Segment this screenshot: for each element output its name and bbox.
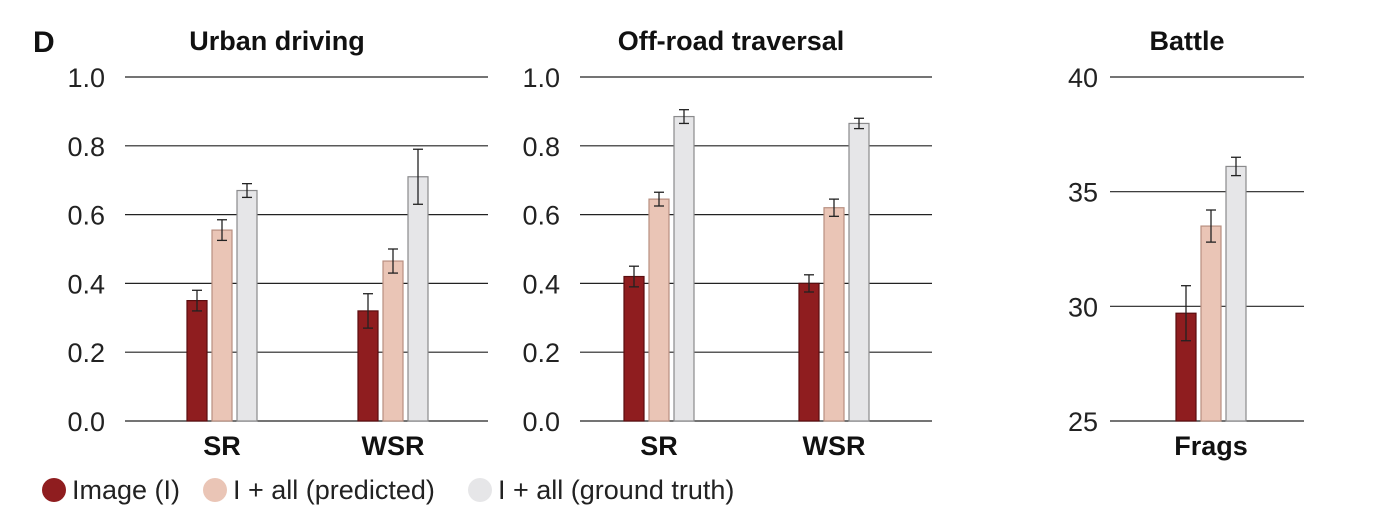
y-tick-label: 0.6 (522, 201, 560, 231)
y-tick-label: 0.0 (67, 407, 105, 437)
chart-title: Urban driving (189, 26, 365, 56)
y-tick-label: 35 (1068, 178, 1098, 208)
panel-label: D (33, 26, 55, 59)
x-category-label: WSR (803, 431, 866, 461)
x-category-label: SR (203, 431, 241, 461)
y-tick-label: 1.0 (67, 63, 105, 93)
legend: Image (I) I + all (predicted) I + all (gro… (42, 475, 734, 505)
y-tick-label: 0.0 (522, 407, 560, 437)
legend-label: I + all (ground truth) (498, 475, 734, 505)
bar-wsr-series-3 (407, 176, 429, 422)
chart-1: Urban driving 0.0 0.2 0.4 0.6 0.8 1.0 SR WSR (67, 26, 488, 461)
y-tick-label: 0.2 (522, 338, 560, 368)
y-tick-label: 0.6 (67, 201, 105, 231)
legend-label: Image (I) (72, 475, 180, 505)
y-tick-label: 25 (1068, 407, 1098, 437)
legend-swatch (203, 478, 227, 502)
bar-frags-series-2 (1200, 225, 1222, 422)
x-category-label: SR (640, 431, 678, 461)
y-tick-label: 0.4 (522, 269, 560, 299)
bar-wsr-series-1 (798, 282, 820, 422)
bar-sr-series-3 (673, 115, 695, 422)
y-tick-label: 0.8 (522, 132, 560, 162)
bar-sr-series-2 (648, 198, 670, 422)
bar-sr-series-2 (211, 229, 233, 422)
x-category-label: Frags (1174, 431, 1248, 461)
bar-wsr-series-2 (823, 207, 845, 422)
bar-sr-series-1 (186, 300, 208, 422)
y-tick-label: 40 (1068, 63, 1098, 93)
chart-2: Off-road traversal 0.0 0.2 0.4 0.6 0.8 1.0 SR WS… (522, 26, 932, 461)
legend-label: I + all (predicted) (233, 475, 435, 505)
bar-wsr-series-3 (848, 122, 870, 422)
y-tick-label: 0.8 (67, 132, 105, 162)
bar-wsr-series-2 (382, 260, 404, 422)
bar-sr-series-3 (236, 189, 258, 422)
legend-swatch (42, 478, 66, 502)
bar-frags-series-3 (1225, 165, 1247, 422)
chart-3: Battle 25 30 35 40 Frags (1068, 26, 1304, 461)
bar-sr-series-1 (623, 275, 645, 422)
y-tick-label: 30 (1068, 292, 1098, 322)
y-tick-label: 0.4 (67, 269, 105, 299)
chart-title: Off-road traversal (618, 26, 845, 56)
chart-title: Battle (1149, 26, 1224, 56)
x-category-label: WSR (362, 431, 425, 461)
legend-swatch (468, 478, 492, 502)
y-tick-label: 1.0 (522, 63, 560, 93)
y-tick-label: 0.2 (67, 338, 105, 368)
